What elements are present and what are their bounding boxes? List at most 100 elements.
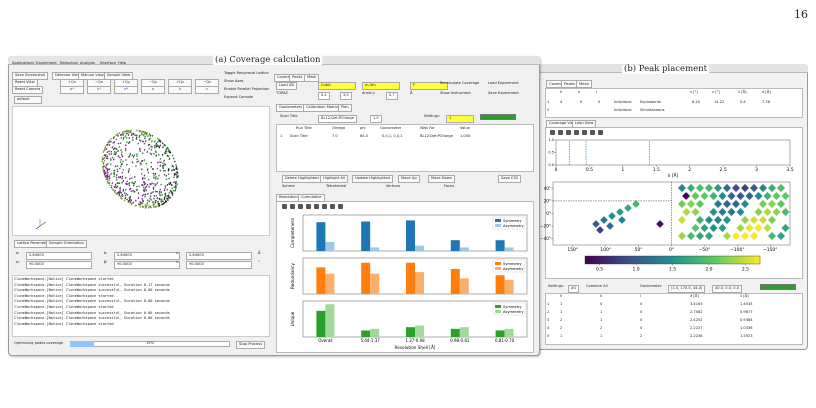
lattice-point	[158, 145, 161, 148]
lattice-tab[interactable]: Sample Orientation	[46, 240, 87, 248]
checkbox[interactable]: Enable Parallel Projection	[224, 87, 270, 91]
field[interactable]: Load UB	[276, 82, 297, 90]
console-line: CloneWorkspace-[Notice] CloneWorkspace s…	[14, 316, 170, 321]
dropdown[interactable]: default	[14, 96, 42, 104]
table-header: Value	[460, 126, 470, 130]
view-button[interactable]: a*	[60, 86, 84, 94]
field[interactable]: Å	[410, 91, 413, 95]
action-button[interactable]: Save CSV	[498, 175, 522, 183]
lattice-point	[146, 204, 149, 207]
bar	[370, 328, 380, 337]
lattice-point	[152, 191, 154, 193]
checkbox[interactable]: Show Axes	[224, 79, 244, 83]
action-button[interactable]: Move Down	[428, 175, 455, 183]
lattice-point	[175, 173, 178, 176]
lattice-point	[162, 162, 164, 165]
lattice-point	[123, 130, 126, 133]
view-tab[interactable]: Lean View	[572, 120, 597, 128]
menu-item[interactable]: Applications	[12, 61, 34, 65]
view-button[interactable]: a	[141, 86, 165, 94]
sub-tab[interactable]: Calibration Matrix	[303, 104, 342, 112]
coverage-cell	[763, 191, 772, 201]
lattice-point	[113, 190, 116, 193]
colorbar-step	[702, 256, 706, 264]
menu-item[interactable]: Experiment	[36, 61, 57, 65]
view-button[interactable]: c	[195, 86, 219, 94]
progress-label: Optimizing peaks coverage	[14, 341, 64, 345]
table-cell: 0	[598, 100, 601, 104]
tab[interactable]: Mesh	[576, 80, 592, 88]
lattice-field: 90.0000	[26, 261, 92, 269]
bar	[415, 272, 424, 294]
lattice-point	[166, 183, 169, 186]
menu-item[interactable]: Interface	[100, 61, 117, 65]
lattice-point	[124, 135, 127, 138]
lattice-point	[118, 190, 121, 193]
lattice-point	[159, 194, 161, 197]
coverage-cell	[599, 215, 609, 225]
field[interactable]: TOPAZ	[276, 91, 288, 95]
view-button[interactable]: b*	[87, 86, 111, 94]
lattice-point	[133, 182, 135, 185]
lattice-point	[171, 184, 173, 187]
coverage-cell	[691, 223, 700, 233]
lattice-point	[108, 140, 111, 143]
checkbox[interactable]: Toggle Reciprocal Lattice	[224, 71, 269, 75]
view-button[interactable]: b	[168, 86, 192, 94]
field[interactable]: 0.7	[386, 92, 398, 100]
lattice-point	[113, 141, 116, 144]
menu-item[interactable]: Reduction	[60, 61, 78, 65]
button[interactable]: Reset Camera	[12, 86, 44, 94]
lattice-point	[163, 144, 165, 147]
lattice-point	[104, 172, 107, 175]
field[interactable]: m-3m	[362, 82, 400, 90]
field[interactable]: Save Experiment	[488, 91, 519, 95]
mesh-field: Sphere	[282, 184, 295, 188]
lattice-point	[125, 192, 128, 195]
field[interactable]: 3.5	[340, 92, 352, 100]
checkbox[interactable]: Expand Console	[224, 95, 253, 99]
legend-label: Asymmetry	[503, 267, 525, 271]
lattice-point	[128, 137, 131, 139]
field[interactable]: 0.4	[318, 92, 330, 100]
action-button[interactable]: Delete Highlighted	[282, 175, 322, 183]
view-button[interactable]: c*	[114, 86, 138, 94]
sub-tab[interactable]: Plan	[338, 104, 352, 112]
lattice-field: b:	[104, 251, 108, 255]
lattice-point	[119, 195, 122, 198]
lattice-point	[173, 172, 176, 175]
lattice-point	[154, 150, 157, 153]
lattice-point	[114, 165, 117, 168]
x-tick-label: 50°	[635, 247, 643, 253]
field[interactable]: F	[410, 82, 448, 90]
field[interactable]: Show Instrument	[440, 91, 471, 95]
sub-tab[interactable]: Goniometers	[276, 104, 306, 112]
button[interactable]: Stop Process	[236, 341, 265, 349]
field[interactable]: Load Experiment	[488, 81, 519, 85]
menu-item[interactable]: Analysis	[80, 61, 95, 65]
lattice-point	[125, 132, 128, 135]
lattice-point	[164, 192, 167, 195]
colorbar-step	[692, 256, 696, 264]
field[interactable]: d(min):	[362, 91, 376, 95]
table-cell: 1.5923	[740, 334, 753, 338]
lattice-point	[148, 147, 151, 150]
tab[interactable]: Mesh	[304, 74, 320, 82]
lattice-point	[125, 136, 128, 139]
action-button[interactable]: Highlight All	[320, 175, 348, 183]
lattice-point	[158, 192, 161, 195]
tab[interactable]: Peaks	[289, 74, 306, 82]
lattice-point	[158, 204, 161, 207]
lattice-point	[163, 159, 166, 162]
field[interactable]: Recalculate Coverage	[440, 81, 480, 85]
action-button[interactable]: Update Highlighted	[352, 175, 393, 183]
colorbar-step	[620, 256, 623, 264]
action-button[interactable]: Move Up	[398, 175, 420, 183]
legend-label: Symmetry	[503, 262, 523, 266]
field[interactable]: Cubic	[318, 82, 356, 90]
coverage-cell	[682, 207, 691, 217]
coverage-cell	[713, 199, 723, 209]
menu-item[interactable]: Help	[118, 61, 127, 65]
plot-tab[interactable]: Cumulative	[298, 194, 325, 202]
table-cell: 3	[547, 318, 550, 322]
